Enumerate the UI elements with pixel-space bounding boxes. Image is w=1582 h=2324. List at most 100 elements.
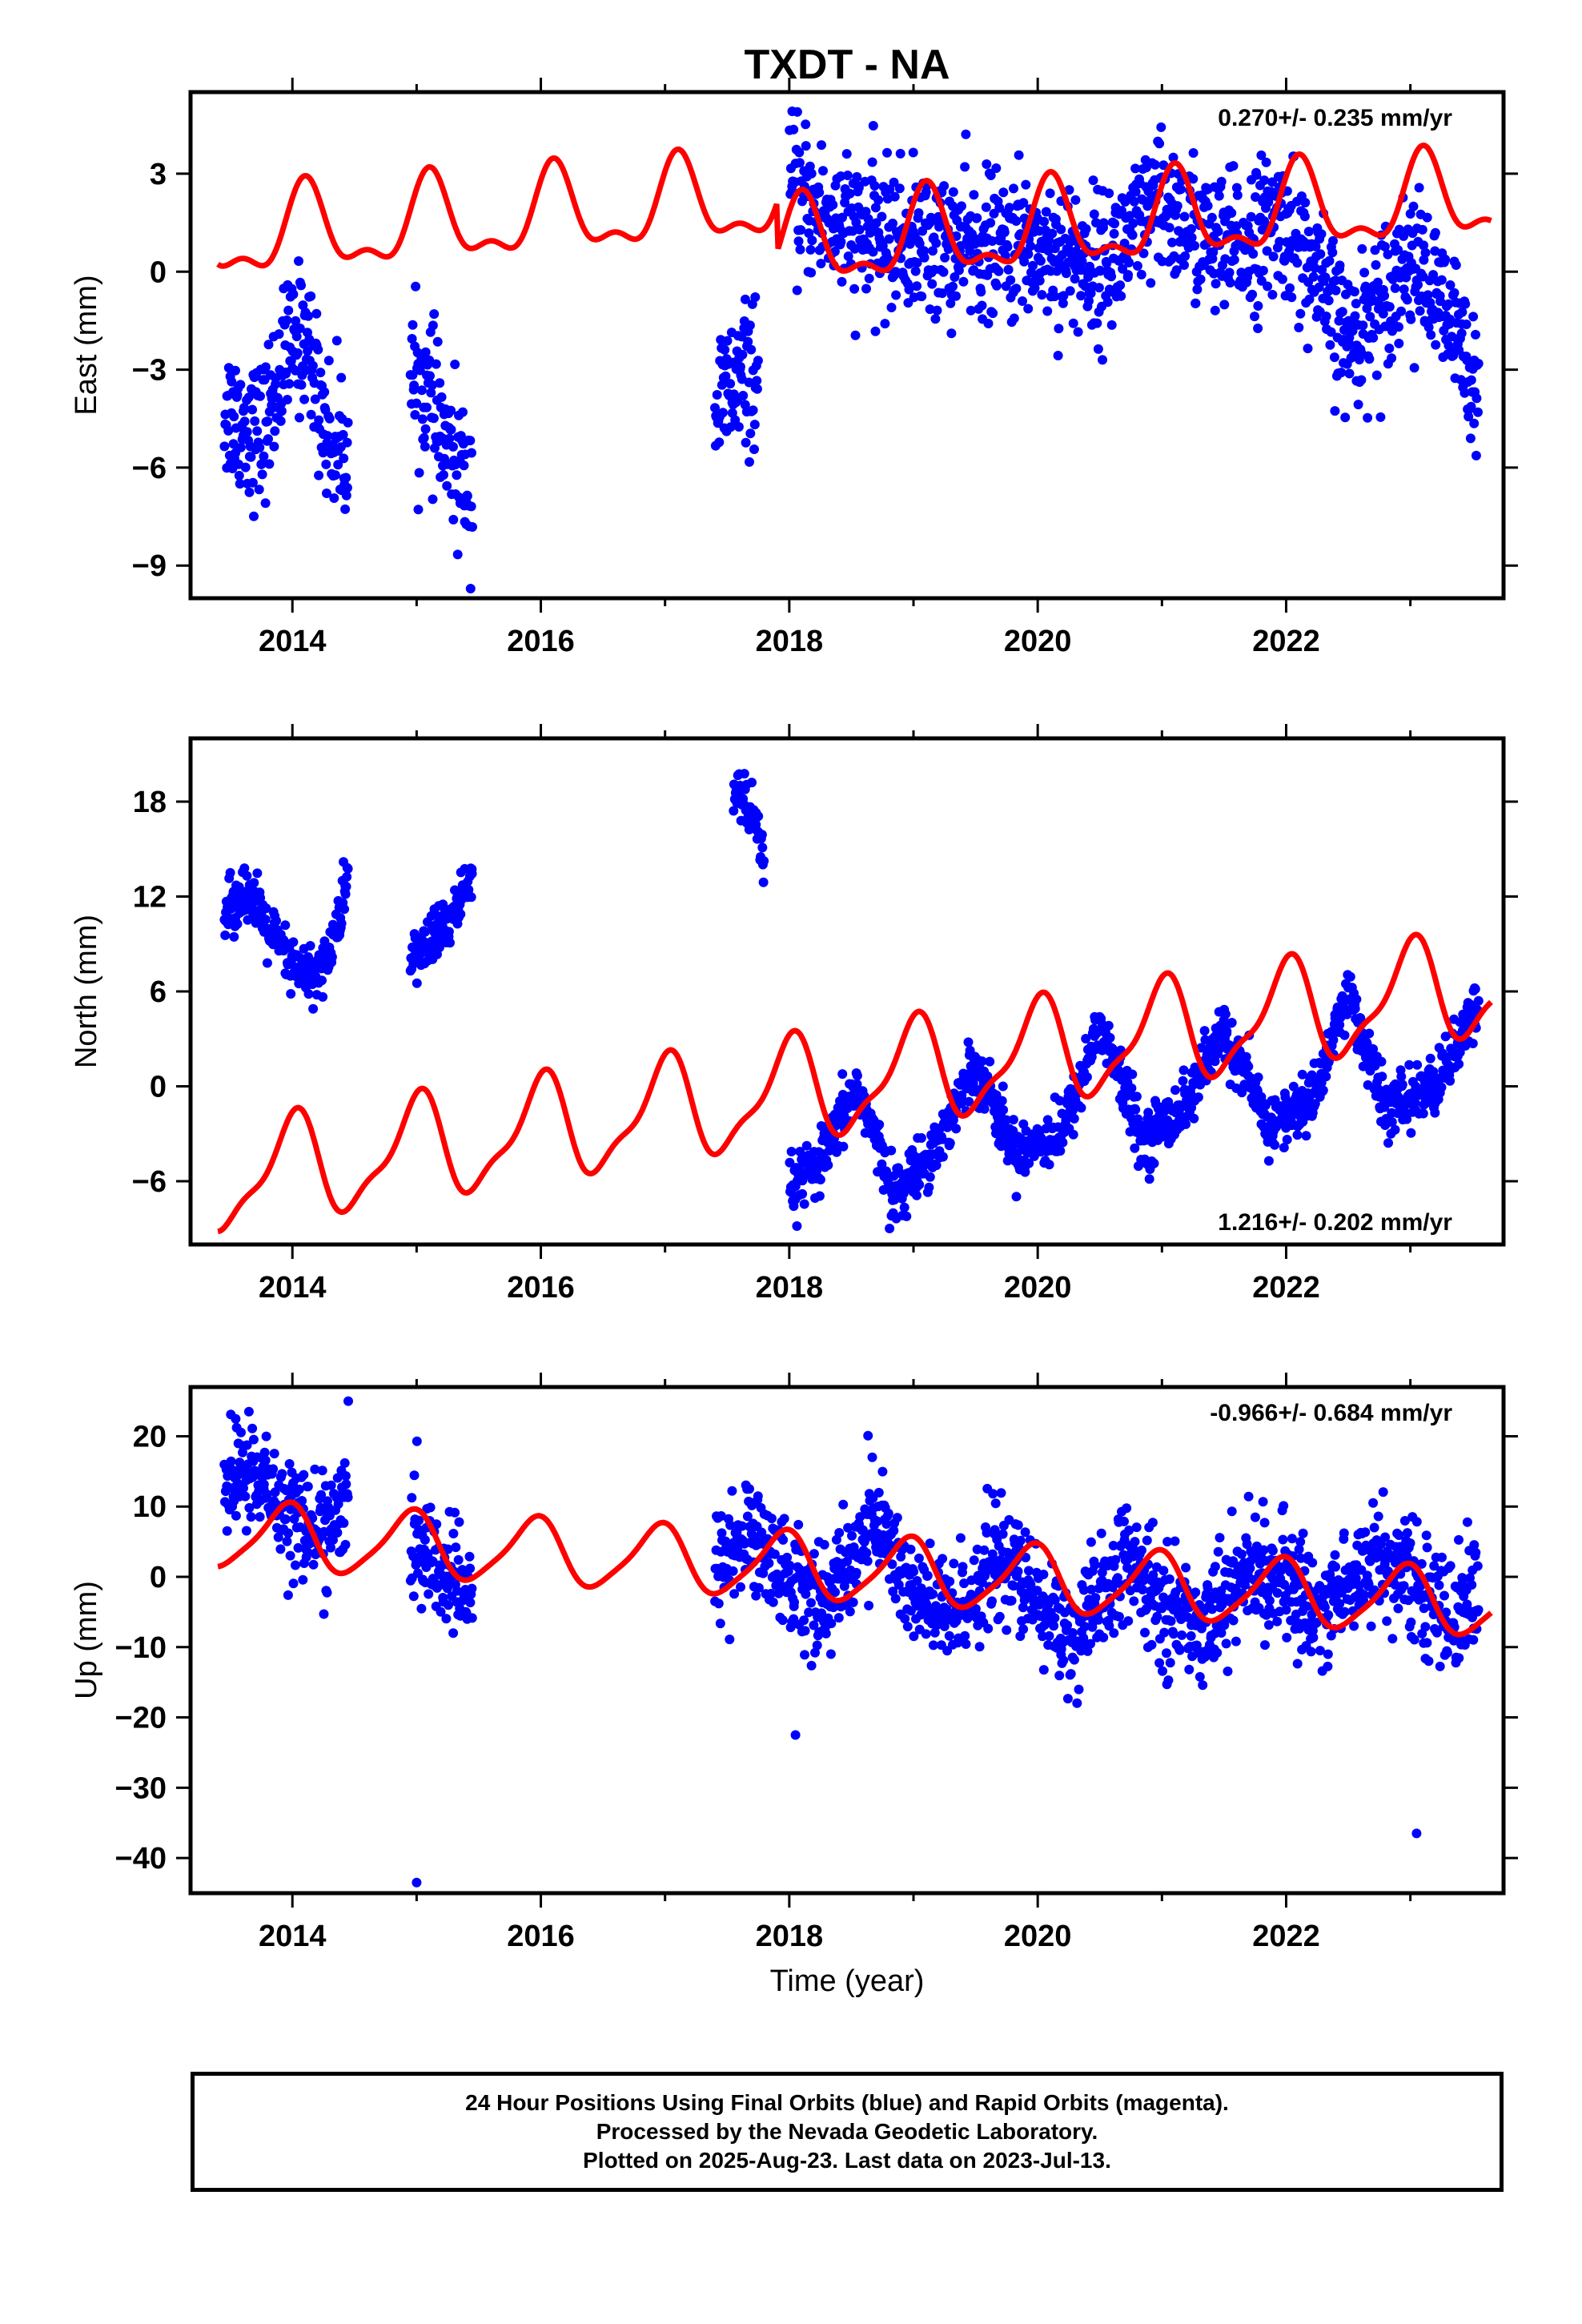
data-point — [922, 1570, 933, 1581]
data-point — [717, 1528, 727, 1538]
data-point — [1321, 312, 1331, 321]
data-point — [1199, 1026, 1210, 1036]
data-point — [1436, 275, 1447, 285]
data-point — [270, 1487, 280, 1498]
data-point — [225, 867, 235, 878]
data-point — [288, 1578, 299, 1589]
data-point — [806, 168, 817, 179]
data-point — [1058, 291, 1069, 301]
data-point — [283, 305, 294, 316]
data-point — [1220, 1009, 1231, 1019]
data-point-outlier — [243, 1406, 254, 1417]
data-point — [1184, 1664, 1195, 1675]
data-point — [1222, 1026, 1232, 1036]
data-point — [877, 211, 887, 222]
data-point — [1002, 1115, 1012, 1125]
data-point — [1414, 183, 1424, 193]
data-point — [1186, 1630, 1196, 1641]
data-point — [1349, 287, 1359, 297]
data-point — [757, 830, 767, 840]
data-point — [1468, 1039, 1478, 1048]
data-point — [1215, 1533, 1225, 1543]
data-point — [1468, 312, 1479, 322]
data-point — [247, 477, 258, 488]
data-point — [1302, 1601, 1312, 1611]
data-point — [448, 441, 458, 452]
data-point — [873, 1487, 884, 1498]
data-point — [446, 405, 456, 416]
data-point — [1054, 324, 1064, 334]
data-point — [1078, 1585, 1089, 1595]
data-point — [1259, 1545, 1269, 1555]
data-point — [426, 388, 436, 398]
data-point — [1323, 296, 1334, 306]
data-point — [1256, 150, 1267, 160]
data-point — [1143, 1108, 1154, 1118]
data-point — [1127, 230, 1138, 240]
data-point — [1435, 1661, 1445, 1671]
data-point — [1131, 1522, 1142, 1533]
data-point — [1079, 1622, 1090, 1632]
data-point — [851, 1567, 861, 1578]
data-point — [960, 162, 970, 172]
data-point — [1383, 1138, 1393, 1148]
plot-frame-east — [188, 90, 1506, 601]
data-point — [985, 1056, 995, 1067]
data-point — [806, 1598, 816, 1608]
data-point — [793, 1519, 804, 1530]
data-point — [1326, 327, 1336, 337]
data-point — [262, 958, 272, 968]
data-point — [1282, 1632, 1292, 1642]
data-point — [246, 452, 256, 462]
data-point — [1473, 1605, 1484, 1615]
data-point — [1306, 1647, 1316, 1657]
data-point — [1018, 1602, 1028, 1613]
data-point — [240, 462, 251, 472]
data-point — [873, 195, 884, 205]
data-point-outlier — [790, 1730, 801, 1740]
data-point — [1050, 1613, 1060, 1623]
data-point — [1119, 239, 1130, 248]
data-point — [1454, 1059, 1464, 1069]
data-point — [1241, 1051, 1251, 1062]
data-point — [408, 370, 418, 380]
data-point — [1039, 216, 1050, 227]
data-point — [234, 882, 244, 892]
data-point — [1012, 1151, 1022, 1161]
data-point — [1207, 212, 1217, 223]
data-point — [1279, 1143, 1289, 1152]
data-point — [1130, 163, 1141, 174]
data-point — [838, 1499, 849, 1510]
data-point — [1339, 1528, 1349, 1538]
data-point — [817, 1608, 827, 1618]
data-point — [441, 1614, 452, 1624]
data-point — [1072, 1698, 1082, 1708]
data-point — [314, 415, 324, 425]
data-point — [1231, 183, 1242, 193]
data-point — [994, 203, 1005, 213]
data-point — [913, 1553, 924, 1563]
data-point — [998, 1105, 1009, 1115]
panel-up: 2014 2016 2018 2020 2022−40−30−20−1001020Up … — [70, 1373, 1518, 1953]
data-point — [1232, 190, 1243, 200]
data-point — [1251, 192, 1261, 202]
data-point — [1406, 314, 1416, 324]
data-point — [323, 356, 334, 366]
data-point — [1142, 1535, 1152, 1546]
data-point — [1154, 1658, 1165, 1668]
data-point — [752, 384, 762, 394]
data-point — [1228, 161, 1239, 171]
data-point — [874, 1120, 885, 1130]
data-point — [1391, 1558, 1400, 1568]
data-point — [1263, 1620, 1274, 1630]
data-point — [1277, 274, 1287, 284]
data-point — [801, 1140, 812, 1151]
data-point — [1415, 306, 1425, 316]
data-point — [1104, 1621, 1114, 1631]
data-point — [739, 769, 749, 779]
data-point — [1097, 1567, 1107, 1578]
data-point — [804, 1607, 814, 1618]
data-point — [1379, 291, 1390, 301]
data-point — [247, 1423, 258, 1433]
data-point — [983, 1623, 994, 1634]
